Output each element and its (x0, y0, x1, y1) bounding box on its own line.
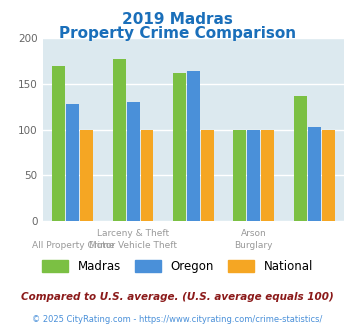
Bar (113, 59, 126, 221)
Text: Burglary: Burglary (235, 241, 273, 250)
Bar (234, 129, 246, 221)
Bar (308, 127, 321, 221)
Bar (141, 129, 153, 221)
Legend: Madras, Oregon, National: Madras, Oregon, National (38, 255, 317, 278)
Text: Arson: Arson (241, 229, 267, 238)
Text: Larceny & Theft: Larceny & Theft (97, 229, 169, 238)
Text: 2019 Madras: 2019 Madras (122, 12, 233, 26)
Text: Property Crime Comparison: Property Crime Comparison (59, 26, 296, 41)
Bar (247, 129, 260, 221)
Bar (201, 129, 214, 221)
Bar (66, 104, 79, 221)
Text: © 2025 CityRating.com - https://www.cityrating.com/crime-statistics/: © 2025 CityRating.com - https://www.city… (32, 315, 323, 324)
Bar (187, 71, 200, 221)
Bar (80, 129, 93, 221)
Text: Compared to U.S. average. (U.S. average equals 100): Compared to U.S. average. (U.S. average … (21, 292, 334, 302)
Bar (53, 66, 65, 221)
Text: All Property Crime: All Property Crime (32, 241, 114, 250)
Text: Motor Vehicle Theft: Motor Vehicle Theft (89, 241, 177, 250)
Bar (127, 102, 140, 221)
Bar (322, 129, 334, 221)
Bar (261, 129, 274, 221)
Bar (294, 96, 307, 221)
Bar (173, 73, 186, 221)
